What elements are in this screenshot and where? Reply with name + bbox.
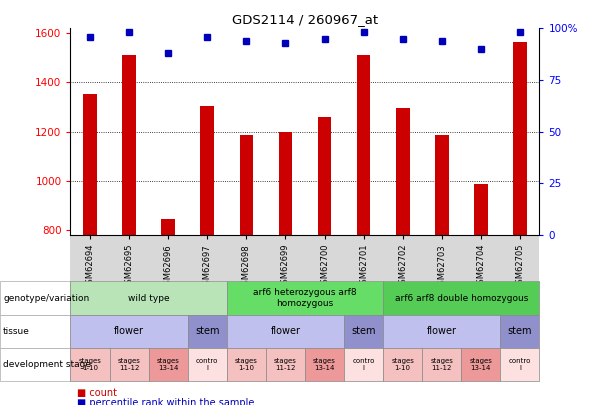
Text: flower: flower [427, 326, 457, 336]
Bar [200, 106, 214, 235]
Text: flower: flower [270, 326, 300, 336]
Text: stages
13-14: stages 13-14 [470, 358, 492, 371]
Text: tissue: tissue [3, 327, 30, 336]
Text: stages
1-10: stages 1-10 [391, 358, 414, 371]
Bar [513, 42, 527, 235]
Bar [83, 94, 97, 235]
Text: stages
13-14: stages 13-14 [313, 358, 336, 371]
Bar [122, 55, 136, 235]
Text: ■ percentile rank within the sample: ■ percentile rank within the sample [77, 399, 254, 405]
Text: stages
11-12: stages 11-12 [274, 358, 297, 371]
Bar [161, 219, 175, 235]
Bar [396, 108, 409, 235]
Text: stem: stem [508, 326, 532, 336]
Text: stem: stem [351, 326, 376, 336]
Text: contro
l: contro l [196, 358, 218, 371]
Title: GDS2114 / 260967_at: GDS2114 / 260967_at [232, 13, 378, 26]
Text: contro
l: contro l [352, 358, 375, 371]
Text: flower: flower [114, 326, 144, 336]
Text: stages
1-10: stages 1-10 [235, 358, 258, 371]
Bar [435, 135, 449, 235]
Text: development stage: development stage [3, 360, 91, 369]
Text: stages
1-10: stages 1-10 [78, 358, 102, 371]
Text: stages
11-12: stages 11-12 [430, 358, 453, 371]
Text: contro
l: contro l [509, 358, 531, 371]
Text: wild type: wild type [128, 294, 169, 303]
Text: ■ count: ■ count [77, 388, 116, 398]
Text: stages
13-14: stages 13-14 [157, 358, 180, 371]
Text: stem: stem [195, 326, 219, 336]
Text: arf6 arf8 double homozygous: arf6 arf8 double homozygous [395, 294, 528, 303]
Bar [357, 55, 370, 235]
Bar [240, 135, 253, 235]
Bar [278, 132, 292, 235]
Text: genotype/variation: genotype/variation [3, 294, 89, 303]
Bar [474, 185, 488, 235]
Text: arf6 heterozygous arf8
homozygous: arf6 heterozygous arf8 homozygous [253, 288, 357, 308]
Bar [318, 117, 332, 235]
Text: stages
11-12: stages 11-12 [118, 358, 140, 371]
